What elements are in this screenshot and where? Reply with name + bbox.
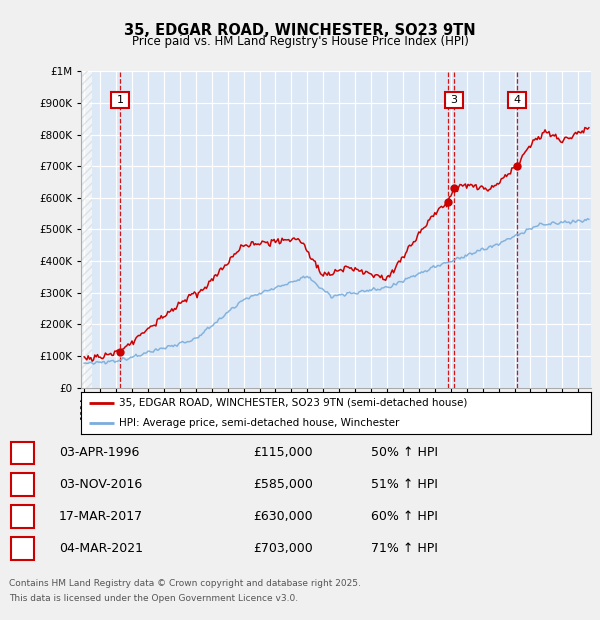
Text: 2: 2 [19, 478, 26, 491]
Bar [81, 71, 92, 388]
Text: £703,000: £703,000 [253, 542, 313, 555]
Text: 35, EDGAR ROAD, WINCHESTER, SO23 9TN: 35, EDGAR ROAD, WINCHESTER, SO23 9TN [124, 23, 476, 38]
Text: 71% ↑ HPI: 71% ↑ HPI [371, 542, 437, 555]
Text: 1: 1 [116, 95, 124, 105]
Text: £585,000: £585,000 [253, 478, 313, 491]
Text: 50% ↑ HPI: 50% ↑ HPI [371, 446, 437, 459]
Text: 3: 3 [451, 95, 458, 105]
Text: £115,000: £115,000 [253, 446, 313, 459]
Text: Price paid vs. HM Land Registry's House Price Index (HPI): Price paid vs. HM Land Registry's House … [131, 35, 469, 48]
Polygon shape [81, 71, 92, 118]
Text: 04-MAR-2021: 04-MAR-2021 [59, 542, 143, 555]
Text: HPI: Average price, semi-detached house, Winchester: HPI: Average price, semi-detached house,… [119, 418, 400, 428]
Text: £630,000: £630,000 [253, 510, 313, 523]
Text: 35, EDGAR ROAD, WINCHESTER, SO23 9TN (semi-detached house): 35, EDGAR ROAD, WINCHESTER, SO23 9TN (se… [119, 398, 467, 408]
Text: 03-APR-1996: 03-APR-1996 [59, 446, 139, 459]
Text: 17-MAR-2017: 17-MAR-2017 [59, 510, 143, 523]
Text: 03-NOV-2016: 03-NOV-2016 [59, 478, 142, 491]
Text: 51% ↑ HPI: 51% ↑ HPI [371, 478, 437, 491]
FancyBboxPatch shape [11, 473, 34, 496]
FancyBboxPatch shape [11, 505, 34, 528]
Text: Contains HM Land Registry data © Crown copyright and database right 2025.: Contains HM Land Registry data © Crown c… [9, 579, 361, 588]
Text: 4: 4 [514, 95, 521, 105]
FancyBboxPatch shape [508, 92, 526, 108]
Text: 3: 3 [19, 510, 26, 523]
Text: 4: 4 [19, 542, 26, 555]
FancyBboxPatch shape [11, 441, 34, 464]
Text: 1: 1 [19, 446, 26, 459]
FancyBboxPatch shape [11, 537, 34, 560]
Text: This data is licensed under the Open Government Licence v3.0.: This data is licensed under the Open Gov… [9, 595, 298, 603]
Text: 60% ↑ HPI: 60% ↑ HPI [371, 510, 437, 523]
FancyBboxPatch shape [111, 92, 129, 108]
FancyBboxPatch shape [445, 92, 463, 108]
